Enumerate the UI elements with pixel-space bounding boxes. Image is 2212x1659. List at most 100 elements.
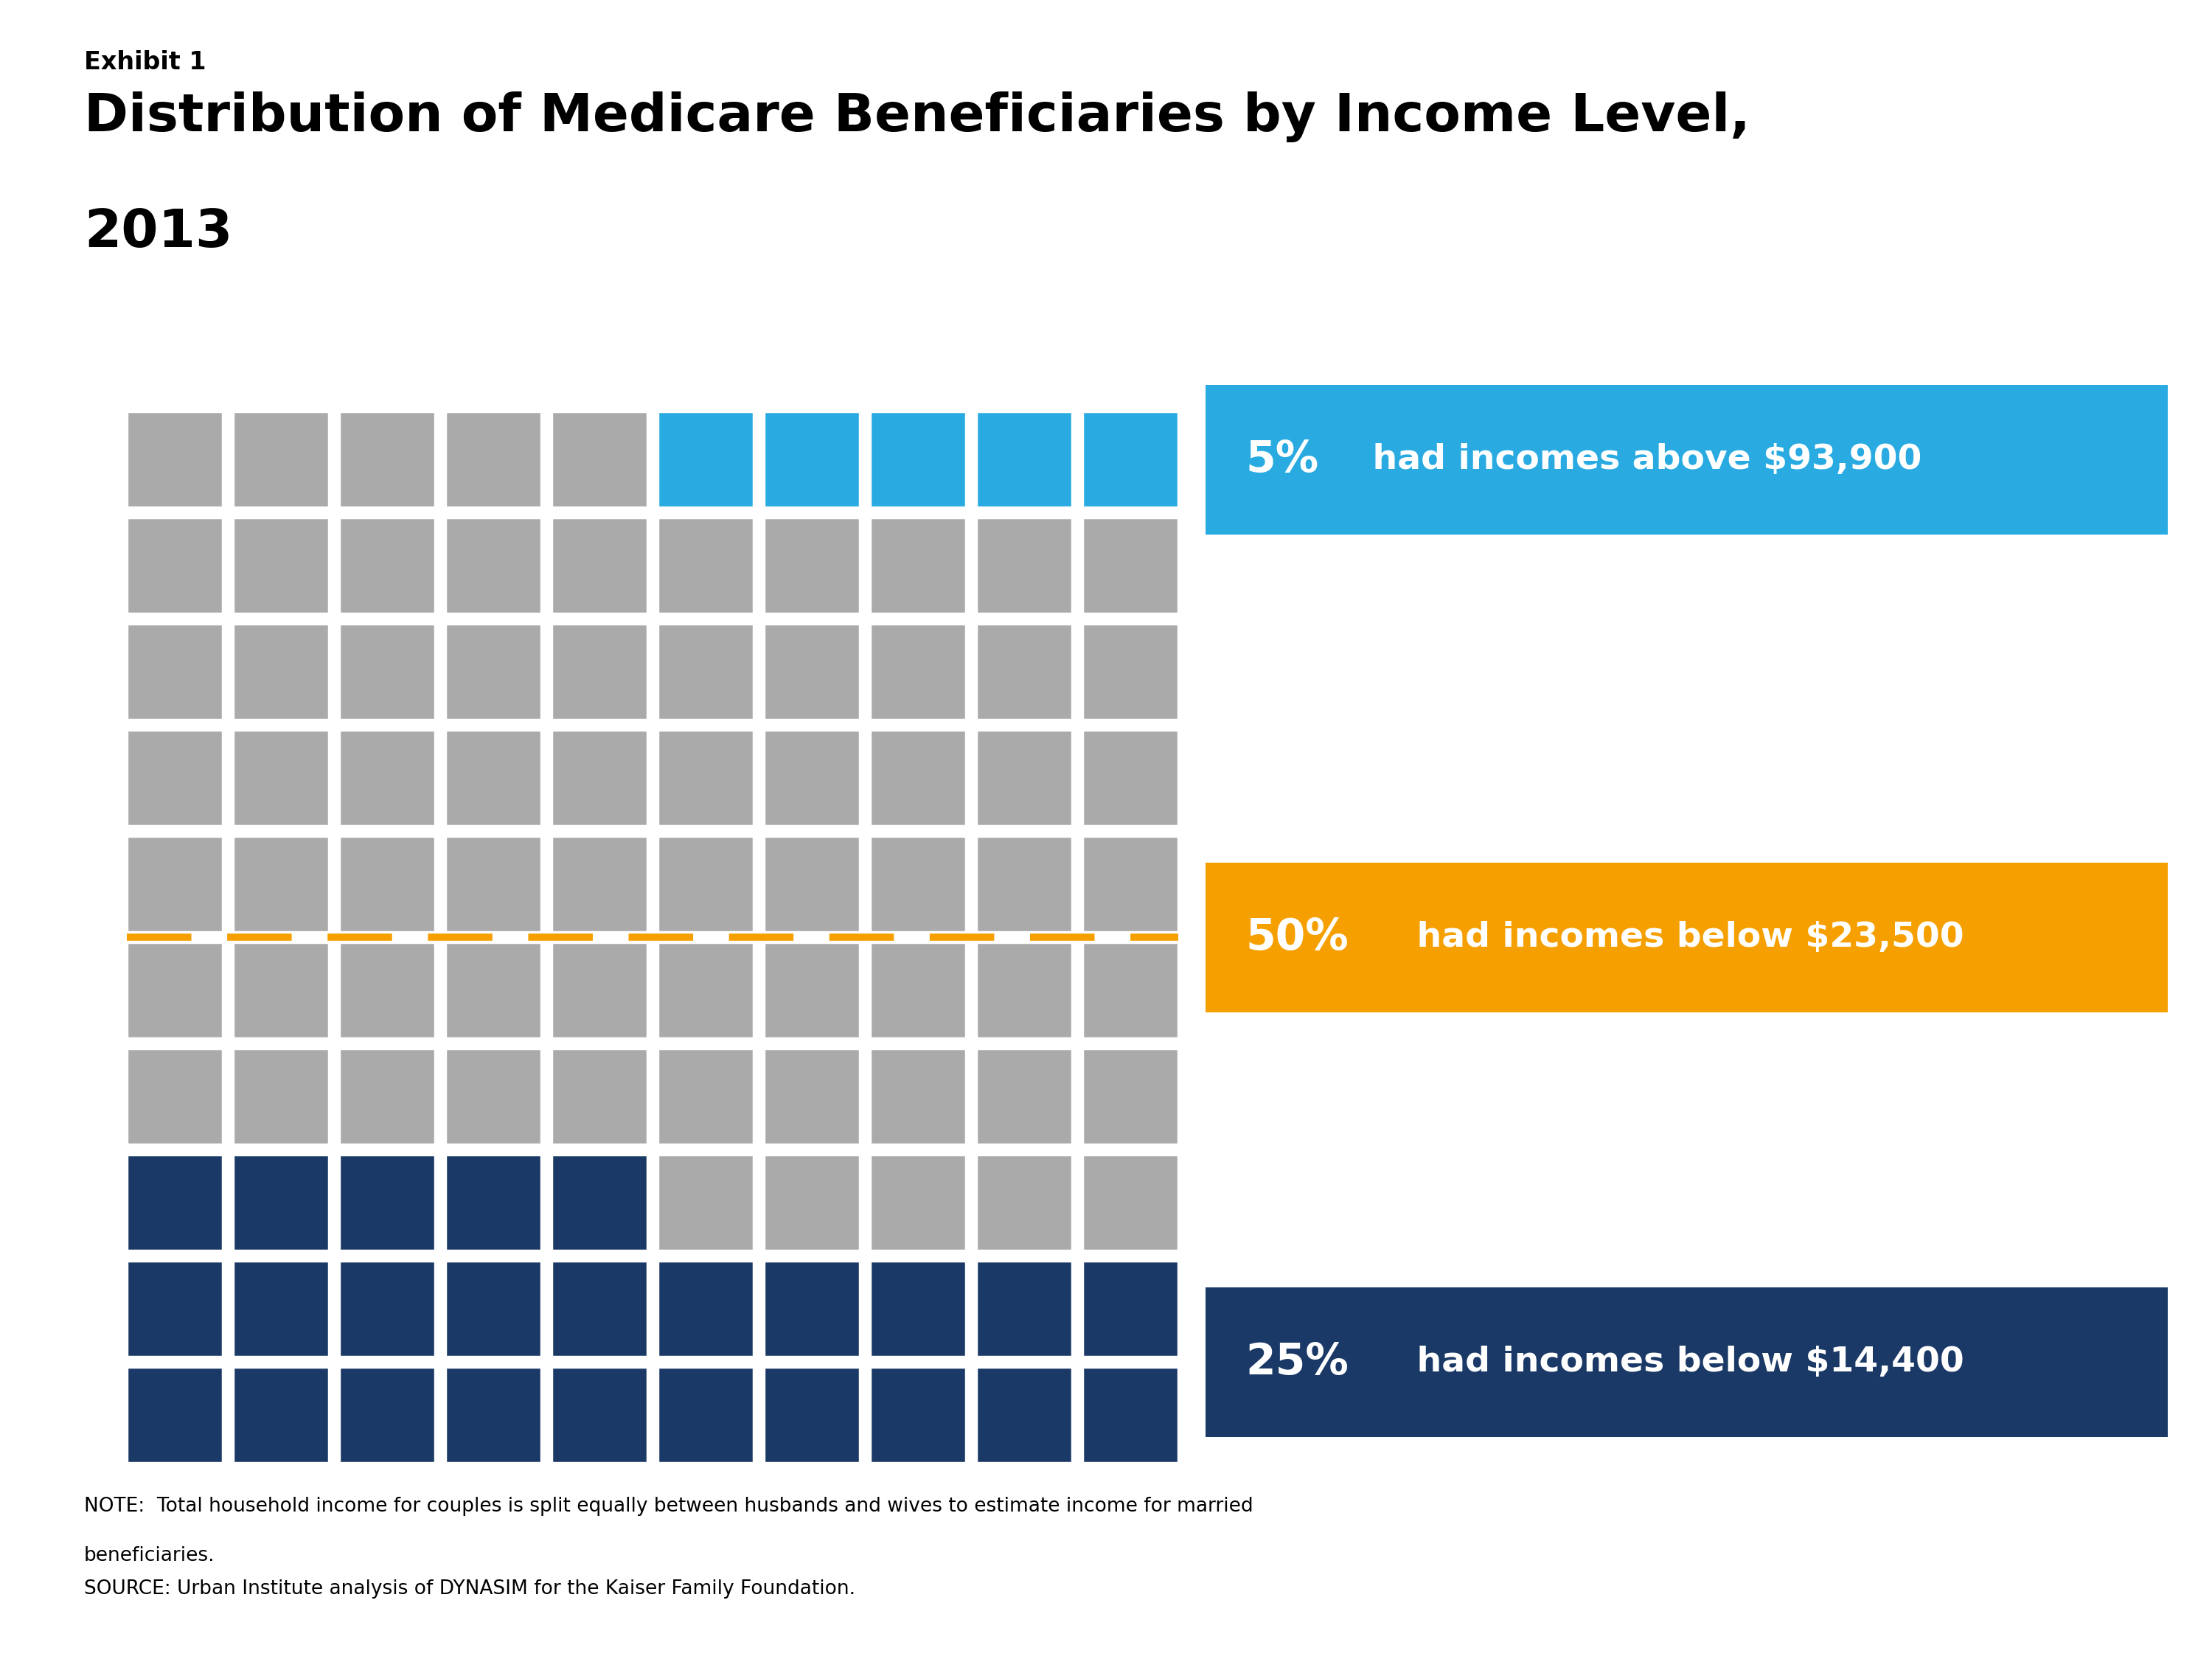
FancyBboxPatch shape [763, 1261, 860, 1357]
FancyBboxPatch shape [763, 1367, 860, 1463]
FancyBboxPatch shape [232, 836, 330, 932]
FancyBboxPatch shape [338, 942, 436, 1039]
Text: Exhibit 1: Exhibit 1 [84, 50, 206, 75]
FancyBboxPatch shape [338, 624, 436, 720]
FancyBboxPatch shape [1082, 518, 1179, 614]
FancyBboxPatch shape [232, 1261, 330, 1357]
FancyBboxPatch shape [1206, 1287, 2168, 1437]
FancyBboxPatch shape [551, 1367, 648, 1463]
FancyBboxPatch shape [232, 1367, 330, 1463]
Text: THE HENRY J.: THE HENRY J. [1982, 1520, 2068, 1533]
FancyBboxPatch shape [975, 1155, 1073, 1251]
FancyBboxPatch shape [869, 1367, 967, 1463]
FancyBboxPatch shape [869, 518, 967, 614]
FancyBboxPatch shape [338, 518, 436, 614]
FancyBboxPatch shape [1082, 624, 1179, 720]
FancyBboxPatch shape [338, 1048, 436, 1145]
Text: FOUNDATION: FOUNDATION [1989, 1619, 2062, 1631]
FancyBboxPatch shape [975, 624, 1073, 720]
FancyBboxPatch shape [445, 518, 542, 614]
Text: SOURCE: Urban Institute analysis of DYNASIM for the Kaiser Family Foundation.: SOURCE: Urban Institute analysis of DYNA… [84, 1579, 856, 1599]
FancyBboxPatch shape [869, 730, 967, 826]
FancyBboxPatch shape [975, 730, 1073, 826]
FancyBboxPatch shape [338, 1367, 436, 1463]
FancyBboxPatch shape [657, 836, 754, 932]
FancyBboxPatch shape [126, 411, 223, 508]
FancyBboxPatch shape [1082, 1048, 1179, 1145]
FancyBboxPatch shape [551, 730, 648, 826]
FancyBboxPatch shape [975, 1261, 1073, 1357]
FancyBboxPatch shape [763, 518, 860, 614]
FancyBboxPatch shape [869, 836, 967, 932]
Text: had incomes below $14,400: had incomes below $14,400 [1405, 1345, 1964, 1379]
FancyBboxPatch shape [975, 836, 1073, 932]
FancyBboxPatch shape [338, 730, 436, 826]
FancyBboxPatch shape [232, 942, 330, 1039]
FancyBboxPatch shape [1206, 863, 2168, 1012]
FancyBboxPatch shape [338, 1261, 436, 1357]
FancyBboxPatch shape [232, 730, 330, 826]
FancyBboxPatch shape [445, 836, 542, 932]
FancyBboxPatch shape [551, 411, 648, 508]
FancyBboxPatch shape [232, 1048, 330, 1145]
Text: KAISER: KAISER [1984, 1551, 2066, 1573]
FancyBboxPatch shape [763, 624, 860, 720]
FancyBboxPatch shape [126, 1261, 223, 1357]
FancyBboxPatch shape [126, 1155, 223, 1251]
FancyBboxPatch shape [1082, 730, 1179, 826]
FancyBboxPatch shape [1206, 385, 2168, 534]
FancyBboxPatch shape [1082, 1367, 1179, 1463]
FancyBboxPatch shape [551, 1261, 648, 1357]
FancyBboxPatch shape [1082, 1261, 1179, 1357]
FancyBboxPatch shape [1082, 836, 1179, 932]
FancyBboxPatch shape [657, 518, 754, 614]
FancyBboxPatch shape [1082, 1155, 1179, 1251]
Text: 5%: 5% [1245, 438, 1318, 481]
FancyBboxPatch shape [232, 411, 330, 508]
FancyBboxPatch shape [551, 518, 648, 614]
FancyBboxPatch shape [657, 942, 754, 1039]
Text: 2013: 2013 [84, 207, 232, 259]
FancyBboxPatch shape [657, 1155, 754, 1251]
FancyBboxPatch shape [657, 1048, 754, 1145]
Text: FAMILY: FAMILY [1993, 1588, 2057, 1603]
FancyBboxPatch shape [126, 1367, 223, 1463]
FancyBboxPatch shape [763, 411, 860, 508]
FancyBboxPatch shape [126, 624, 223, 720]
FancyBboxPatch shape [338, 836, 436, 932]
FancyBboxPatch shape [126, 730, 223, 826]
FancyBboxPatch shape [763, 836, 860, 932]
FancyBboxPatch shape [232, 624, 330, 720]
FancyBboxPatch shape [869, 1261, 967, 1357]
FancyBboxPatch shape [338, 411, 436, 508]
FancyBboxPatch shape [551, 1155, 648, 1251]
FancyBboxPatch shape [869, 411, 967, 508]
FancyBboxPatch shape [975, 1048, 1073, 1145]
FancyBboxPatch shape [445, 624, 542, 720]
FancyBboxPatch shape [657, 1367, 754, 1463]
FancyBboxPatch shape [551, 1048, 648, 1145]
FancyBboxPatch shape [1082, 942, 1179, 1039]
FancyBboxPatch shape [657, 411, 754, 508]
FancyBboxPatch shape [763, 942, 860, 1039]
FancyBboxPatch shape [551, 624, 648, 720]
FancyBboxPatch shape [975, 942, 1073, 1039]
Text: had incomes below $23,500: had incomes below $23,500 [1405, 921, 1964, 954]
FancyBboxPatch shape [657, 730, 754, 826]
FancyBboxPatch shape [657, 624, 754, 720]
FancyBboxPatch shape [551, 836, 648, 932]
Text: had incomes above $93,900: had incomes above $93,900 [1360, 443, 1922, 476]
FancyBboxPatch shape [763, 1155, 860, 1251]
FancyBboxPatch shape [869, 624, 967, 720]
FancyBboxPatch shape [126, 518, 223, 614]
FancyBboxPatch shape [126, 1048, 223, 1145]
FancyBboxPatch shape [445, 942, 542, 1039]
FancyBboxPatch shape [657, 1261, 754, 1357]
FancyBboxPatch shape [445, 411, 542, 508]
FancyBboxPatch shape [975, 411, 1073, 508]
Text: 50%: 50% [1245, 916, 1349, 959]
Text: beneficiaries.: beneficiaries. [84, 1546, 215, 1566]
FancyBboxPatch shape [445, 730, 542, 826]
FancyBboxPatch shape [869, 1048, 967, 1145]
FancyBboxPatch shape [445, 1261, 542, 1357]
